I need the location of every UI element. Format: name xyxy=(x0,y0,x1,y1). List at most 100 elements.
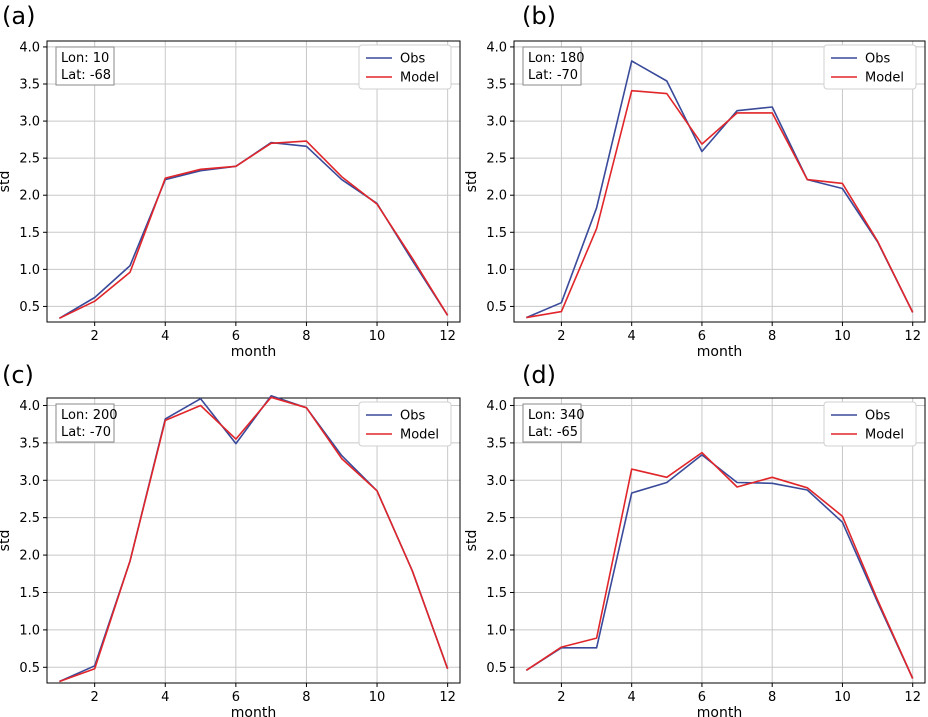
x-axis-label: month xyxy=(231,705,276,717)
y-axis-label: std xyxy=(0,171,13,193)
location-annotation-text: Lon: 200 xyxy=(61,408,118,423)
x-axis-label: month xyxy=(231,344,276,360)
panel-label: (c) xyxy=(2,361,34,389)
x-tick-label: 12 xyxy=(439,690,456,705)
x-tick-label: 8 xyxy=(302,690,310,705)
y-axis-label: std xyxy=(0,530,13,552)
y-tick-label: 2.5 xyxy=(486,152,507,167)
y-axis-label: std xyxy=(464,530,480,552)
x-tick-label: 6 xyxy=(232,690,240,705)
x-tick-label: 8 xyxy=(768,690,776,705)
y-tick-label: 1.5 xyxy=(19,586,40,601)
y-tick-label: 3.5 xyxy=(19,436,40,451)
legend-label-obs: Obs xyxy=(865,52,890,67)
y-tick-label: 2.0 xyxy=(19,549,40,564)
x-tick-label: 8 xyxy=(302,329,310,344)
y-tick-label: 3.5 xyxy=(486,436,507,451)
location-annotation-text: Lon: 10 xyxy=(61,51,109,66)
legend-label-model: Model xyxy=(865,71,904,86)
y-tick-label: 3.0 xyxy=(19,474,40,489)
y-tick-label: 1.0 xyxy=(486,263,507,278)
y-tick-label: 2.5 xyxy=(486,511,507,526)
location-annotation-box xyxy=(522,46,582,86)
series-line-model xyxy=(526,89,914,319)
x-tick-label: 12 xyxy=(904,329,921,344)
y-tick-label: 1.5 xyxy=(486,226,507,241)
location-annotation-text: Lat: -65 xyxy=(528,425,578,440)
legend-box xyxy=(823,44,917,90)
x-tick-label: 10 xyxy=(369,329,386,344)
panel-d: (d) 2 4 6 8 10 12 0.5 1.0 1.5 2.0 2.5 3.0 3.5 4.0 month… xyxy=(464,361,926,717)
x-tick-label: 4 xyxy=(628,329,636,344)
x-tick-label: 6 xyxy=(232,329,240,344)
y-tick-label: 2.0 xyxy=(19,189,40,204)
legend-label-obs: Obs xyxy=(400,409,425,424)
y-tick-label: 1.5 xyxy=(486,586,507,601)
axes-frame xyxy=(513,397,926,684)
panel-label: (a) xyxy=(2,2,35,30)
y-tick-label: 3.0 xyxy=(486,115,507,130)
x-tick-label: 10 xyxy=(369,690,386,705)
series-line-model xyxy=(59,140,449,320)
y-tick-label: 3.5 xyxy=(486,78,507,93)
series-line-obs xyxy=(525,454,914,679)
x-tick-label: 2 xyxy=(557,690,565,705)
legend-label-model: Model xyxy=(865,428,904,443)
y-tick-label: 2.0 xyxy=(486,189,507,204)
y-axis-label: std xyxy=(464,171,480,193)
y-tick-label: 4.0 xyxy=(486,399,507,414)
y-tick-label: 3.5 xyxy=(19,78,40,93)
y-tick-label: 4.0 xyxy=(19,40,40,55)
y-tick-label: 2.5 xyxy=(19,152,40,167)
legend-label-model: Model xyxy=(400,428,439,443)
legend-box xyxy=(823,401,917,447)
panel-b: (b) 2 4 6 8 10 12 0.5 1.0 1.5 2.0 2.5 3.0 3.5 4.0 month… xyxy=(464,2,926,360)
y-tick-label: 0.5 xyxy=(486,300,507,315)
series-line-obs xyxy=(58,141,449,319)
y-tick-label: 1.5 xyxy=(19,226,40,241)
x-tick-label: 6 xyxy=(698,329,706,344)
legend-label-obs: Obs xyxy=(400,52,425,67)
x-axis-label: month xyxy=(697,344,742,360)
x-tick-label: 10 xyxy=(834,329,851,344)
location-annotation-box xyxy=(55,403,115,443)
y-tick-label: 1.0 xyxy=(19,623,40,638)
y-tick-label: 0.5 xyxy=(19,661,40,676)
x-tick-label: 4 xyxy=(628,690,636,705)
x-tick-label: 12 xyxy=(439,329,456,344)
y-tick-label: 0.5 xyxy=(486,661,507,676)
axes-frame xyxy=(46,40,461,323)
location-annotation-text: Lon: 180 xyxy=(528,51,585,66)
series-line-model xyxy=(59,396,449,683)
y-tick-label: 1.0 xyxy=(19,263,40,278)
y-tick-label: 2.5 xyxy=(19,511,40,526)
location-annotation-text: Lat: -70 xyxy=(528,68,578,83)
series-line-model xyxy=(525,451,914,679)
x-axis-label: month xyxy=(697,705,742,717)
y-tick-label: 0.5 xyxy=(19,300,40,315)
location-annotation-box xyxy=(522,403,582,443)
series-line-obs xyxy=(525,60,914,319)
panel-a: (a) 2 4 6 8 10 12 0.5 1.0 1.5 2.0 2.5 3.0 3.5 4.0 month… xyxy=(0,2,461,360)
y-tick-label: 2.0 xyxy=(486,549,507,564)
x-tick-label: 2 xyxy=(557,329,565,344)
axes-frame xyxy=(46,397,461,684)
legend-box xyxy=(358,44,452,90)
y-tick-label: 4.0 xyxy=(19,399,40,414)
location-annotation-box xyxy=(55,46,115,86)
panel-label: (d) xyxy=(522,361,556,389)
y-tick-label: 3.0 xyxy=(19,115,40,130)
x-tick-label: 12 xyxy=(904,690,921,705)
x-tick-label: 4 xyxy=(161,329,169,344)
x-tick-label: 8 xyxy=(768,329,776,344)
y-tick-label: 3.0 xyxy=(486,474,507,489)
x-tick-label: 4 xyxy=(161,690,169,705)
y-tick-label: 1.0 xyxy=(486,623,507,638)
axes-frame xyxy=(513,40,926,323)
panel-c: (c) 2 4 6 8 10 12 0.5 1.0 1.5 2.0 2.5 3.0 3.5 4.0 month… xyxy=(0,361,461,717)
x-tick-label: 2 xyxy=(91,690,99,705)
location-annotation-text: Lon: 340 xyxy=(528,408,585,423)
legend-box xyxy=(358,401,452,447)
legend-label-model: Model xyxy=(400,71,439,86)
